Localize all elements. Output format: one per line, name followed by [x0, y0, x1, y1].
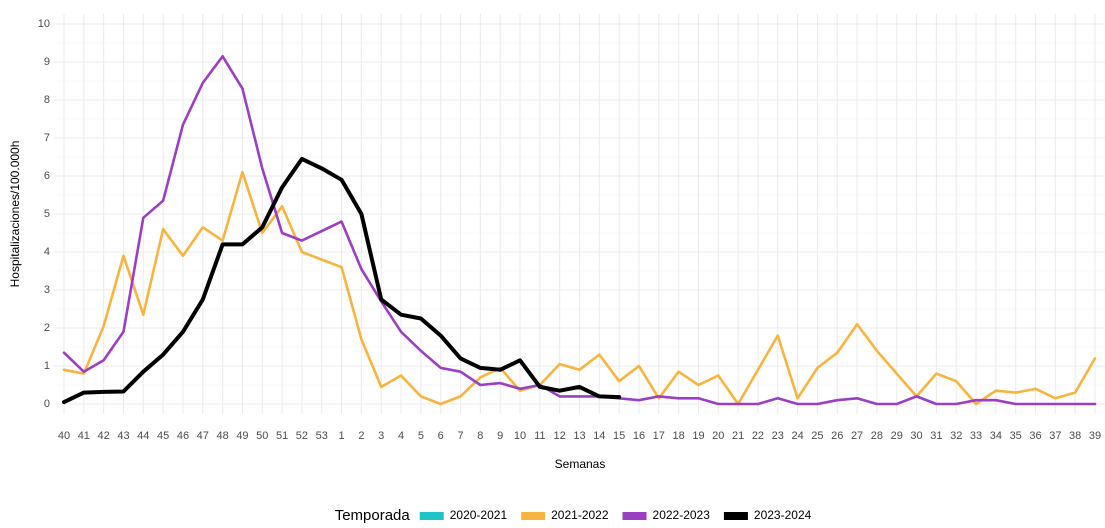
x-tick-label: 4 [398, 430, 404, 442]
x-tick-label: 52 [296, 430, 308, 442]
x-tick-label: 48 [216, 430, 228, 442]
y-axis-label: Hospitalizaciones/100.000h [8, 141, 22, 288]
y-tick-label: 5 [44, 208, 50, 220]
x-tick-label: 38 [1069, 430, 1081, 442]
x-tick-label: 10 [514, 430, 526, 442]
x-tick-label: 13 [573, 430, 585, 442]
x-axis-label: Semanas [555, 457, 606, 471]
x-tick-label: 46 [177, 430, 189, 442]
x-tick-label: 29 [891, 430, 903, 442]
x-tick-label: 27 [851, 430, 863, 442]
legend-key [419, 512, 444, 520]
x-tick-label: 23 [772, 430, 784, 442]
x-tick-label: 6 [438, 430, 444, 442]
x-tick-label: 12 [554, 430, 566, 442]
x-tick-label: 36 [1029, 430, 1041, 442]
legend-title: Temporada [335, 507, 411, 524]
x-tick-label: 3 [378, 430, 384, 442]
y-tick-label: 4 [44, 246, 50, 258]
x-tick-label: 14 [593, 430, 605, 442]
x-tick-label: 1 [339, 430, 345, 442]
y-tick-label: 9 [44, 56, 50, 68]
y-tick-label: 7 [44, 132, 50, 144]
x-tick-label: 47 [197, 430, 209, 442]
x-tick-label: 16 [633, 430, 645, 442]
legend-key [723, 512, 748, 520]
x-tick-label: 33 [970, 430, 982, 442]
x-tick-label: 8 [477, 430, 483, 442]
x-tick-label: 43 [117, 430, 129, 442]
legend-label: 2023-2024 [754, 508, 812, 522]
x-tick-label: 39 [1089, 430, 1101, 442]
legend-label: 2020-2021 [450, 508, 508, 522]
x-tick-label: 42 [98, 430, 110, 442]
y-tick-label: 3 [44, 284, 50, 296]
y-tick-label: 2 [44, 322, 50, 334]
x-tick-label: 2 [358, 430, 364, 442]
x-tick-label: 9 [497, 430, 503, 442]
legend-label: 2022-2023 [653, 508, 711, 522]
legend-label: 2021-2022 [551, 508, 609, 522]
x-tick-label: 7 [457, 430, 463, 442]
x-tick-label: 49 [236, 430, 248, 442]
x-tick-label: 20 [712, 430, 724, 442]
x-tick-label: 19 [692, 430, 704, 442]
x-tick-label: 50 [256, 430, 268, 442]
x-tick-label: 45 [157, 430, 169, 442]
x-tick-label: 17 [653, 430, 665, 442]
x-tick-label: 44 [137, 430, 149, 442]
line [62, 55, 1097, 406]
line [62, 156, 622, 405]
x-tick-label: 28 [871, 430, 883, 442]
x-tick-label: 21 [732, 430, 744, 442]
x-tick-label: 41 [78, 430, 90, 442]
x-tick-label: 26 [831, 430, 843, 442]
y-tick-label: 1 [44, 360, 50, 372]
legend-key [622, 512, 647, 520]
x-tick-label: 24 [791, 430, 803, 442]
x-tick-label: 35 [1010, 430, 1022, 442]
x-tick-label: 25 [811, 430, 823, 442]
x-tick-label: 22 [752, 430, 764, 442]
x-tick-label: 11 [534, 430, 545, 442]
x-tick-label: 53 [316, 430, 328, 442]
line [62, 170, 1097, 406]
x-tick-label: 18 [673, 430, 685, 442]
x-tick-label: 51 [276, 430, 288, 442]
y-tick-label: 10 [38, 18, 50, 30]
x-tick-label: 15 [613, 430, 625, 442]
y-tick-label: 6 [44, 170, 50, 182]
x-tick-label: 30 [910, 430, 922, 442]
x-tick-label: 5 [418, 430, 424, 442]
legend-key [521, 512, 546, 520]
x-tick-label: 40 [58, 430, 70, 442]
y-tick-label: 8 [44, 94, 50, 106]
x-tick-label: 32 [950, 430, 962, 442]
x-tick-label: 31 [930, 430, 942, 442]
x-tick-label: 34 [990, 430, 1002, 442]
x-tick-label: 37 [1049, 430, 1061, 442]
y-tick-label: 0 [44, 398, 50, 410]
